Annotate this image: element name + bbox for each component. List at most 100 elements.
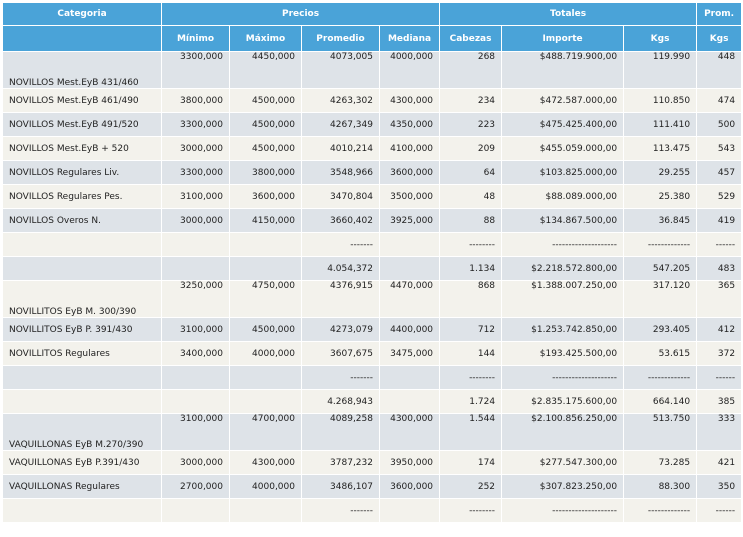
dash-cabezas: -------- (439, 232, 503, 257)
dash-promedio: ------- (301, 498, 380, 523)
header-row-groups: Categoria Precios Totales Prom. (2, 2, 743, 26)
cell-cabezas: 144 (439, 341, 503, 366)
header-promedio: Promedio (301, 25, 380, 52)
cell-maximo: 4450,000 (229, 51, 302, 89)
cell-prom-kgs: 372 (696, 341, 743, 366)
cell-cabezas: 88 (439, 208, 503, 233)
cell-minimo: 2700,000 (161, 474, 230, 499)
cell-categoria: NOVILLOS Regulares Pes. (2, 184, 162, 209)
cell-categoria: VAQUILLONAS Regulares (2, 474, 162, 499)
dash-prom-kgs: ------ (696, 365, 743, 390)
table-row: NOVILLOS Mest.EyB 491/520 3300,000 4500,… (2, 112, 743, 137)
cell-mediana: 4300,000 (378, 413, 441, 451)
table-row: NOVILLITOS EyB M. 300/390 3250,000 4750,… (2, 280, 743, 318)
cell-prom-kgs: 474 (696, 88, 743, 113)
dash-cabezas: -------- (439, 365, 503, 390)
cell-maximo: 4300,000 (229, 450, 302, 475)
cell-mediana: 3600,000 (378, 474, 441, 499)
cell-mediana: 3925,000 (378, 208, 441, 233)
dash-prom-kgs: ------ (696, 498, 743, 523)
header-mediana: Mediana (378, 25, 441, 52)
header-categoria: Categoria (2, 2, 162, 26)
cell-prom-kgs: 365 (696, 280, 743, 318)
dash-importe: -------------------- (501, 365, 625, 390)
cell-maximo: 4000,000 (229, 341, 302, 366)
cell-maximo: 4500,000 (229, 317, 302, 342)
cell-kgs: 513.750 (623, 413, 698, 451)
dash-kgs: ------------- (623, 232, 698, 257)
dash-importe: -------------------- (501, 232, 625, 257)
header-kgs: Kgs (623, 25, 698, 52)
cell-categoria: NOVILLITOS EyB M. 300/390 (2, 280, 162, 318)
cell-categoria: NOVILLOS Mest.EyB + 520 (2, 136, 162, 161)
cell-promedio: 3548,966 (301, 160, 380, 185)
cell-importe: $472.587.000,00 (501, 88, 625, 113)
subtotal-row: 4.268,943 1.724 $2.835.175.600,00 664.14… (2, 389, 743, 414)
cell-prom-kgs: 421 (696, 450, 743, 475)
subtotal-row: 4.054,372 1.134 $2.218.572.800,00 547.20… (2, 256, 743, 281)
cell-empty (378, 232, 441, 257)
cell-importe: $88.089.000,00 (501, 184, 625, 209)
cell-mediana: 4350,000 (378, 112, 441, 137)
subtotal-prom-kgs: 385 (696, 389, 743, 414)
cell-importe: $307.823.250,00 (501, 474, 625, 499)
cell-maximo: 3800,000 (229, 160, 302, 185)
cell-empty (229, 389, 302, 414)
cell-prom-kgs: 457 (696, 160, 743, 185)
cell-prom-kgs: 419 (696, 208, 743, 233)
cell-categoria: NOVILLOS Mest.EyB 461/490 (2, 88, 162, 113)
cell-promedio: 4273,079 (301, 317, 380, 342)
cell-prom-kgs: 500 (696, 112, 743, 137)
cell-minimo: 3000,000 (161, 450, 230, 475)
cell-promedio: 4263,302 (301, 88, 380, 113)
cell-cabezas: 712 (439, 317, 503, 342)
dash-promedio: ------- (301, 365, 380, 390)
cell-importe: $1.253.742.850,00 (501, 317, 625, 342)
header-cabezas: Cabezas (439, 25, 503, 52)
dash-kgs: ------------- (623, 498, 698, 523)
cell-minimo: 3000,000 (161, 136, 230, 161)
subtotal-prom-kgs: 483 (696, 256, 743, 281)
cell-empty (2, 498, 162, 523)
cell-empty (161, 365, 230, 390)
cell-categoria: NOVILLITOS EyB P. 391/430 (2, 317, 162, 342)
subtotal-kgs: 664.140 (623, 389, 698, 414)
cell-empty (161, 256, 230, 281)
cell-minimo: 3300,000 (161, 160, 230, 185)
cell-minimo: 3000,000 (161, 208, 230, 233)
header-row-columns: Mínimo Máximo Promedio Mediana Cabezas I… (2, 25, 743, 52)
cell-mediana: 4000,000 (378, 51, 441, 89)
header-importe: Importe (501, 25, 625, 52)
cell-importe: $1.388.007.250,00 (501, 280, 625, 318)
cell-promedio: 4376,915 (301, 280, 380, 318)
cell-minimo: 3300,000 (161, 51, 230, 89)
cell-importe: $475.425.400,00 (501, 112, 625, 137)
subtotal-cabezas: 1.134 (439, 256, 503, 281)
cell-promedio: 3486,107 (301, 474, 380, 499)
cell-minimo: 3100,000 (161, 413, 230, 451)
cell-empty (378, 365, 441, 390)
cell-kgs: 110.850 (623, 88, 698, 113)
cell-categoria: NOVILLOS Regulares Liv. (2, 160, 162, 185)
header-prom-kgs: Kgs (696, 25, 743, 52)
dash-kgs: ------------- (623, 365, 698, 390)
table-row: VAQUILLONAS Regulares 2700,000 4000,000 … (2, 474, 743, 499)
cell-kgs: 25.380 (623, 184, 698, 209)
cell-maximo: 4750,000 (229, 280, 302, 318)
cell-maximo: 4000,000 (229, 474, 302, 499)
dash-prom-kgs: ------ (696, 232, 743, 257)
cell-mediana: 4100,000 (378, 136, 441, 161)
cell-categoria: VAQUILLONAS EyB P.391/430 (2, 450, 162, 475)
cell-kgs: 88.300 (623, 474, 698, 499)
cell-prom-kgs: 350 (696, 474, 743, 499)
cell-prom-kgs: 333 (696, 413, 743, 451)
cell-empty (229, 498, 302, 523)
prices-table: Categoria Precios Totales Prom. Mínimo M… (2, 2, 743, 523)
cell-promedio: 3607,675 (301, 341, 380, 366)
cell-cabezas: 209 (439, 136, 503, 161)
cell-kgs: 36.845 (623, 208, 698, 233)
header-maximo: Máximo (229, 25, 302, 52)
subtotal-promedio: 4.054,372 (301, 256, 380, 281)
cell-importe: $455.059.000,00 (501, 136, 625, 161)
cell-cabezas: 868 (439, 280, 503, 318)
